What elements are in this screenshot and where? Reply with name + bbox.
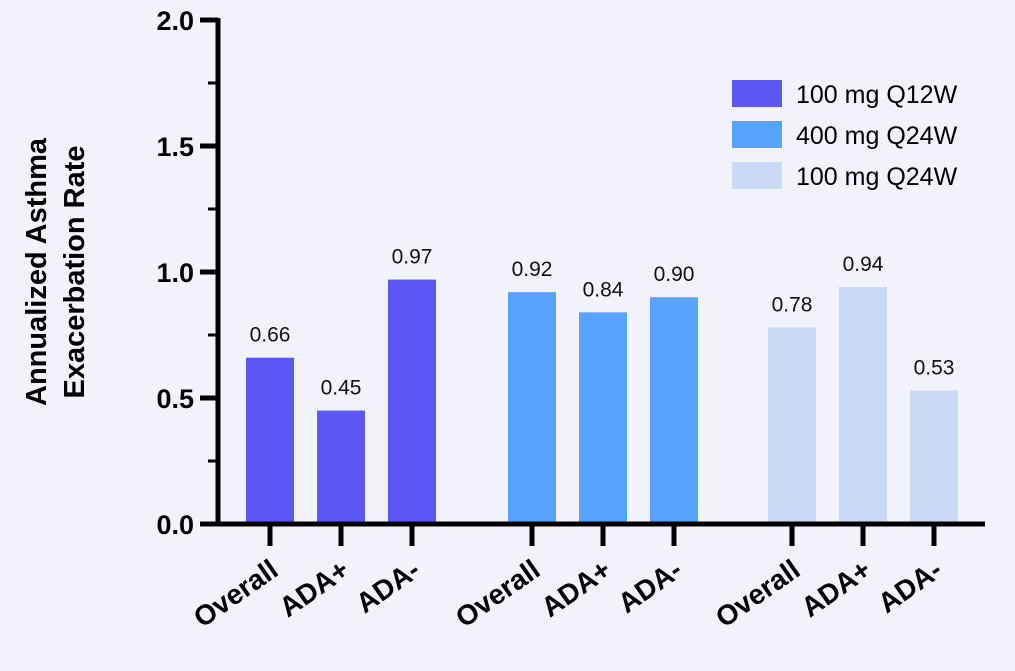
- bar-overall-0: [246, 357, 294, 524]
- y-axis-title: Annualized Asthma Exacerbation Rate: [21, 137, 91, 406]
- x-category-label: Overall: [188, 554, 284, 634]
- x-category-label: ADA+: [274, 554, 355, 624]
- bar-ada-negpos-2: [839, 287, 887, 524]
- bar-overall-2: [768, 327, 816, 524]
- y-tick-label: 1.5: [156, 132, 194, 162]
- bar-data-label: 0.92: [512, 258, 553, 281]
- y-tick-label: 1.0: [156, 258, 194, 288]
- legend-swatch: [732, 80, 782, 107]
- bar-overall-1: [508, 292, 556, 524]
- bar-data-label: 0.66: [250, 324, 291, 347]
- x-category-label: ADA+: [536, 554, 617, 624]
- x-category-label: ADA+: [796, 554, 877, 624]
- x-category-label: Overall: [450, 554, 546, 634]
- legend-label: 100 mg Q24W: [796, 163, 958, 191]
- bar-data-label: 0.78: [772, 293, 813, 316]
- bar-data-label: 0.84: [583, 278, 624, 301]
- legend: 100 mg Q12W 400 mg Q24W 100 mg Q24W: [732, 80, 958, 191]
- bar-data-label: 0.94: [843, 253, 884, 276]
- x-category-label: ADA-: [872, 554, 947, 620]
- y-axis-title-line: Annualized Asthma: [21, 137, 53, 406]
- bars-layer: 0.66 0.45 0.97 0.92 0.84 0.90 0.78 0.94 0.53: [246, 246, 958, 524]
- bar-ada-negpos-1: [579, 312, 627, 524]
- bar-ada-negpos-0: [317, 410, 365, 524]
- x-category-label: ADA-: [612, 554, 687, 620]
- bar-ada-neg-2: [910, 390, 958, 524]
- bar-data-label: 0.53: [914, 356, 955, 379]
- legend-label: 100 mg Q12W: [796, 81, 958, 109]
- x-category-label: Overall: [710, 554, 806, 634]
- y-tick-label: 2.0: [156, 6, 194, 36]
- legend-swatch: [732, 162, 782, 189]
- legend-label: 400 mg Q24W: [796, 122, 958, 150]
- y-tick-label: 0.0: [156, 510, 194, 540]
- bar-ada-neg-1: [650, 297, 698, 524]
- y-tick-label: 0.5: [156, 384, 194, 414]
- x-category-label: ADA-: [350, 554, 425, 620]
- bar-ada-neg-0: [388, 279, 436, 524]
- bar-data-label: 0.45: [321, 377, 362, 400]
- legend-swatch: [732, 121, 782, 148]
- bar-data-label: 0.97: [392, 246, 433, 269]
- bar-data-label: 0.90: [654, 263, 695, 286]
- y-axis-title-line: Exacerbation Rate: [59, 145, 91, 398]
